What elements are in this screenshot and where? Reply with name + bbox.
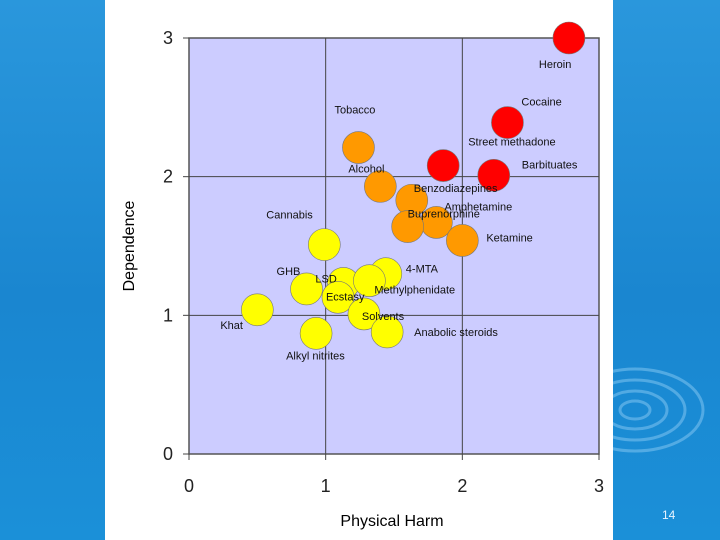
point-barbituates (477, 158, 511, 192)
label-ketamine: Ketamine (486, 232, 532, 244)
label-alkyl-nitrites: Alkyl nitrites (286, 350, 345, 362)
point-heroin (552, 21, 586, 55)
point-buprenorphine (391, 210, 424, 243)
label-barbituates: Barbituates (522, 159, 578, 171)
scatter-chart: 0 1 2 3 0 1 2 3 Heroin Cocaine Street methadone Ba… (121, 21, 604, 530)
point-street-methadone (426, 149, 460, 182)
x-tick-label: 2 (457, 476, 467, 496)
data-labels: Heroin Cocaine Street methadone Barbituates… (220, 59, 578, 362)
y-tick-label: 1 (163, 305, 173, 325)
x-tick-label: 3 (594, 476, 604, 496)
label-amphetamine: Amphetamine (444, 201, 512, 213)
point-alkyl-nitrites (299, 317, 333, 350)
y-tick-label: 2 (163, 167, 173, 187)
label-methylphenidate: Methylphenidate (374, 285, 455, 297)
label-benzodiazepines: Benzodiazepines (414, 183, 498, 195)
label-lsd: LSD (315, 273, 336, 285)
point-cannabis (308, 228, 341, 261)
label-4-mta: 4-MTA (406, 264, 439, 276)
point-cocaine (491, 106, 524, 139)
point-methylphenidate (353, 264, 386, 297)
data-points (241, 21, 586, 350)
label-buprenorphine: Buprenorphine (408, 209, 480, 221)
label-cannabis: Cannabis (266, 210, 313, 222)
label-anabolic-steroids: Anabolic steroids (414, 327, 498, 339)
label-heroin: Heroin (539, 59, 571, 71)
x-axis-title: Physical Harm (340, 513, 443, 530)
label-solvents: Solvents (362, 311, 405, 323)
label-ecstasy: Ecstasy (326, 291, 365, 303)
point-ecstasy (321, 281, 355, 314)
x-tick-label: 0 (184, 476, 194, 496)
y-axis-title: Dependence (121, 201, 138, 292)
y-tick-label: 3 (163, 28, 173, 48)
point-khat (241, 293, 274, 327)
y-tick-label: 0 (163, 444, 173, 464)
label-alcohol: Alcohol (348, 163, 384, 175)
label-street-methadone: Street methadone (468, 137, 555, 149)
label-tobacco: Tobacco (334, 105, 375, 117)
point-ketamine (446, 224, 479, 257)
point-alcohol (364, 170, 397, 203)
point-ghb (290, 272, 323, 306)
label-ghb: GHB (277, 266, 301, 278)
point-tobacco (342, 131, 375, 164)
point-anabolic-steroids (370, 315, 404, 349)
page-number: 14 (662, 508, 676, 522)
axis-ticks: 0 1 2 3 0 1 2 3 (163, 28, 604, 496)
x-tick-label: 1 (321, 476, 331, 496)
label-cocaine: Cocaine (521, 97, 561, 109)
plot-area (188, 37, 600, 455)
label-khat: Khat (220, 320, 243, 332)
chart-panel: 0 1 2 3 0 1 2 3 Heroin Cocaine Street methadone Ba… (105, 0, 613, 540)
point-solvents (347, 297, 381, 331)
